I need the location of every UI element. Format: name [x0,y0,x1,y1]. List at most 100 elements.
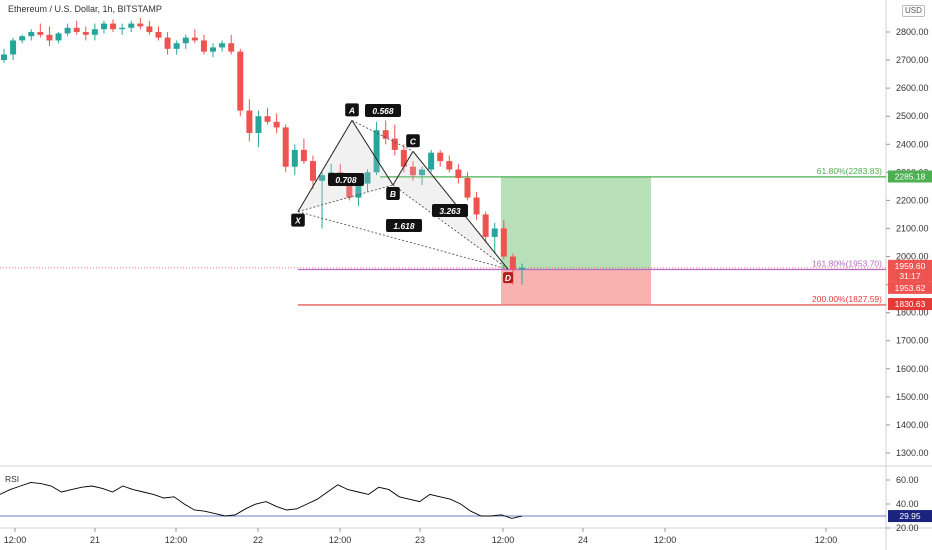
candle-body [146,26,153,32]
price-tick-label: 2000.00 [896,252,929,262]
candle-body [400,149,407,167]
candle-body [509,256,516,270]
candle-body [482,214,489,237]
candle-body [182,37,189,44]
candle-body [28,32,35,37]
candle-body [309,161,316,181]
point-c-label-bg [406,134,420,148]
candle-body [364,172,371,184]
rsi-tick-label: 60.00 [896,475,919,485]
point-c-label: C [410,136,417,146]
price-tick-label: 1500.00 [896,392,929,402]
candle-body [246,110,253,134]
candle-body [46,34,53,41]
pattern-leg[interactable] [392,151,414,186]
time-tick-label: 12:00 [815,535,838,545]
candle-body [128,23,135,28]
price-tick-label: 2200.00 [896,195,929,205]
price-tick-label: 1300.00 [896,448,929,458]
price-tick-label: 2100.00 [896,223,929,233]
point-b-label-bg [386,186,400,200]
candle-body [264,116,271,122]
chart-title: Ethereum / U.S. Dollar, 1h, BITSTAMP [8,4,162,14]
price-tick-label: 2700.00 [896,55,929,65]
point-x-label: X [294,216,302,226]
price-tick-label: 1800.00 [896,308,929,318]
pattern-fill-xab [298,120,393,212]
candle-body [391,138,398,150]
stop-zone[interactable] [501,269,651,305]
point-d-label: D [505,273,511,283]
candle-body [319,175,326,181]
ratio-xd-label: 1.618 [393,221,415,231]
candle-body [300,149,307,162]
candle-body [210,47,217,52]
candle-body [119,27,126,30]
pattern-ratio-line [297,211,509,270]
stop-price-badge: 1830.63 [895,299,926,309]
candle-body [110,23,117,30]
ratio-b-label: 0.708 [335,175,357,185]
ratio-c-label: 0.568 [372,106,394,116]
candle-body [446,161,453,170]
target-price-badge: 2285.18 [895,171,926,181]
rsi-tick-label: 40.00 [896,499,919,509]
price-tick-label: 2600.00 [896,83,929,93]
price-tick-label: 2400.00 [896,139,929,149]
candle-body [500,228,507,257]
candle-body [1,54,7,61]
countdown-badge: 31:17 [899,271,921,281]
candle-body [137,23,144,27]
candle-body [155,32,162,38]
candle-body [419,169,426,176]
rsi-tick-label: 20.00 [896,523,919,533]
candle-body [464,177,471,198]
point-a-label: A [348,105,355,115]
pattern-ratio-line [297,184,394,213]
rsi-line [0,481,523,519]
ratio-d-label: 3.263 [439,206,461,216]
candle-body [91,29,98,35]
candle-body [382,130,389,139]
candle-body [255,116,262,134]
point-d-label-bg [503,272,513,284]
candle-body [455,169,462,178]
candle-body [437,152,444,162]
pattern-leg[interactable] [297,120,353,212]
candle-body [173,43,180,49]
candle-body [491,228,498,237]
rsi-label: RSI [5,474,20,484]
time-tick-label: 12:00 [4,535,27,545]
current-price-badge: 1959.60 [895,261,926,271]
time-tick-label: 12:00 [329,535,352,545]
candle-body [219,43,226,48]
time-tick-label: 24 [578,535,588,545]
candle-body [164,37,171,49]
candle-body [355,183,362,198]
candle-body [55,33,62,41]
time-tick-label: 12:00 [492,535,515,545]
candle-body [37,32,44,35]
price-tick-label: 1400.00 [896,420,929,430]
candle-body [100,23,107,30]
price-tick-label: 2500.00 [896,111,929,121]
ratio-d-label-bg [432,204,468,217]
time-tick-label: 21 [90,535,100,545]
point-a-label-bg [345,103,359,117]
price-tick-label: 1700.00 [896,336,929,346]
last-close-badge: 1953.62 [895,283,926,293]
pattern-leg[interactable] [351,120,394,186]
candle-body [291,149,298,167]
candle-body [191,37,198,41]
pattern-ratio-line [351,120,414,152]
price-tick-label: 2800.00 [896,27,929,37]
stop-price-badge-bg [888,298,932,311]
candle-body [373,130,380,173]
target-zone[interactable] [501,176,651,270]
currency-badge[interactable]: USD [902,5,925,17]
fib-level-label: 61.80%(2283.83) [817,166,882,176]
candle-body [519,267,525,270]
candle-body [73,27,80,32]
candle-body [282,127,289,167]
